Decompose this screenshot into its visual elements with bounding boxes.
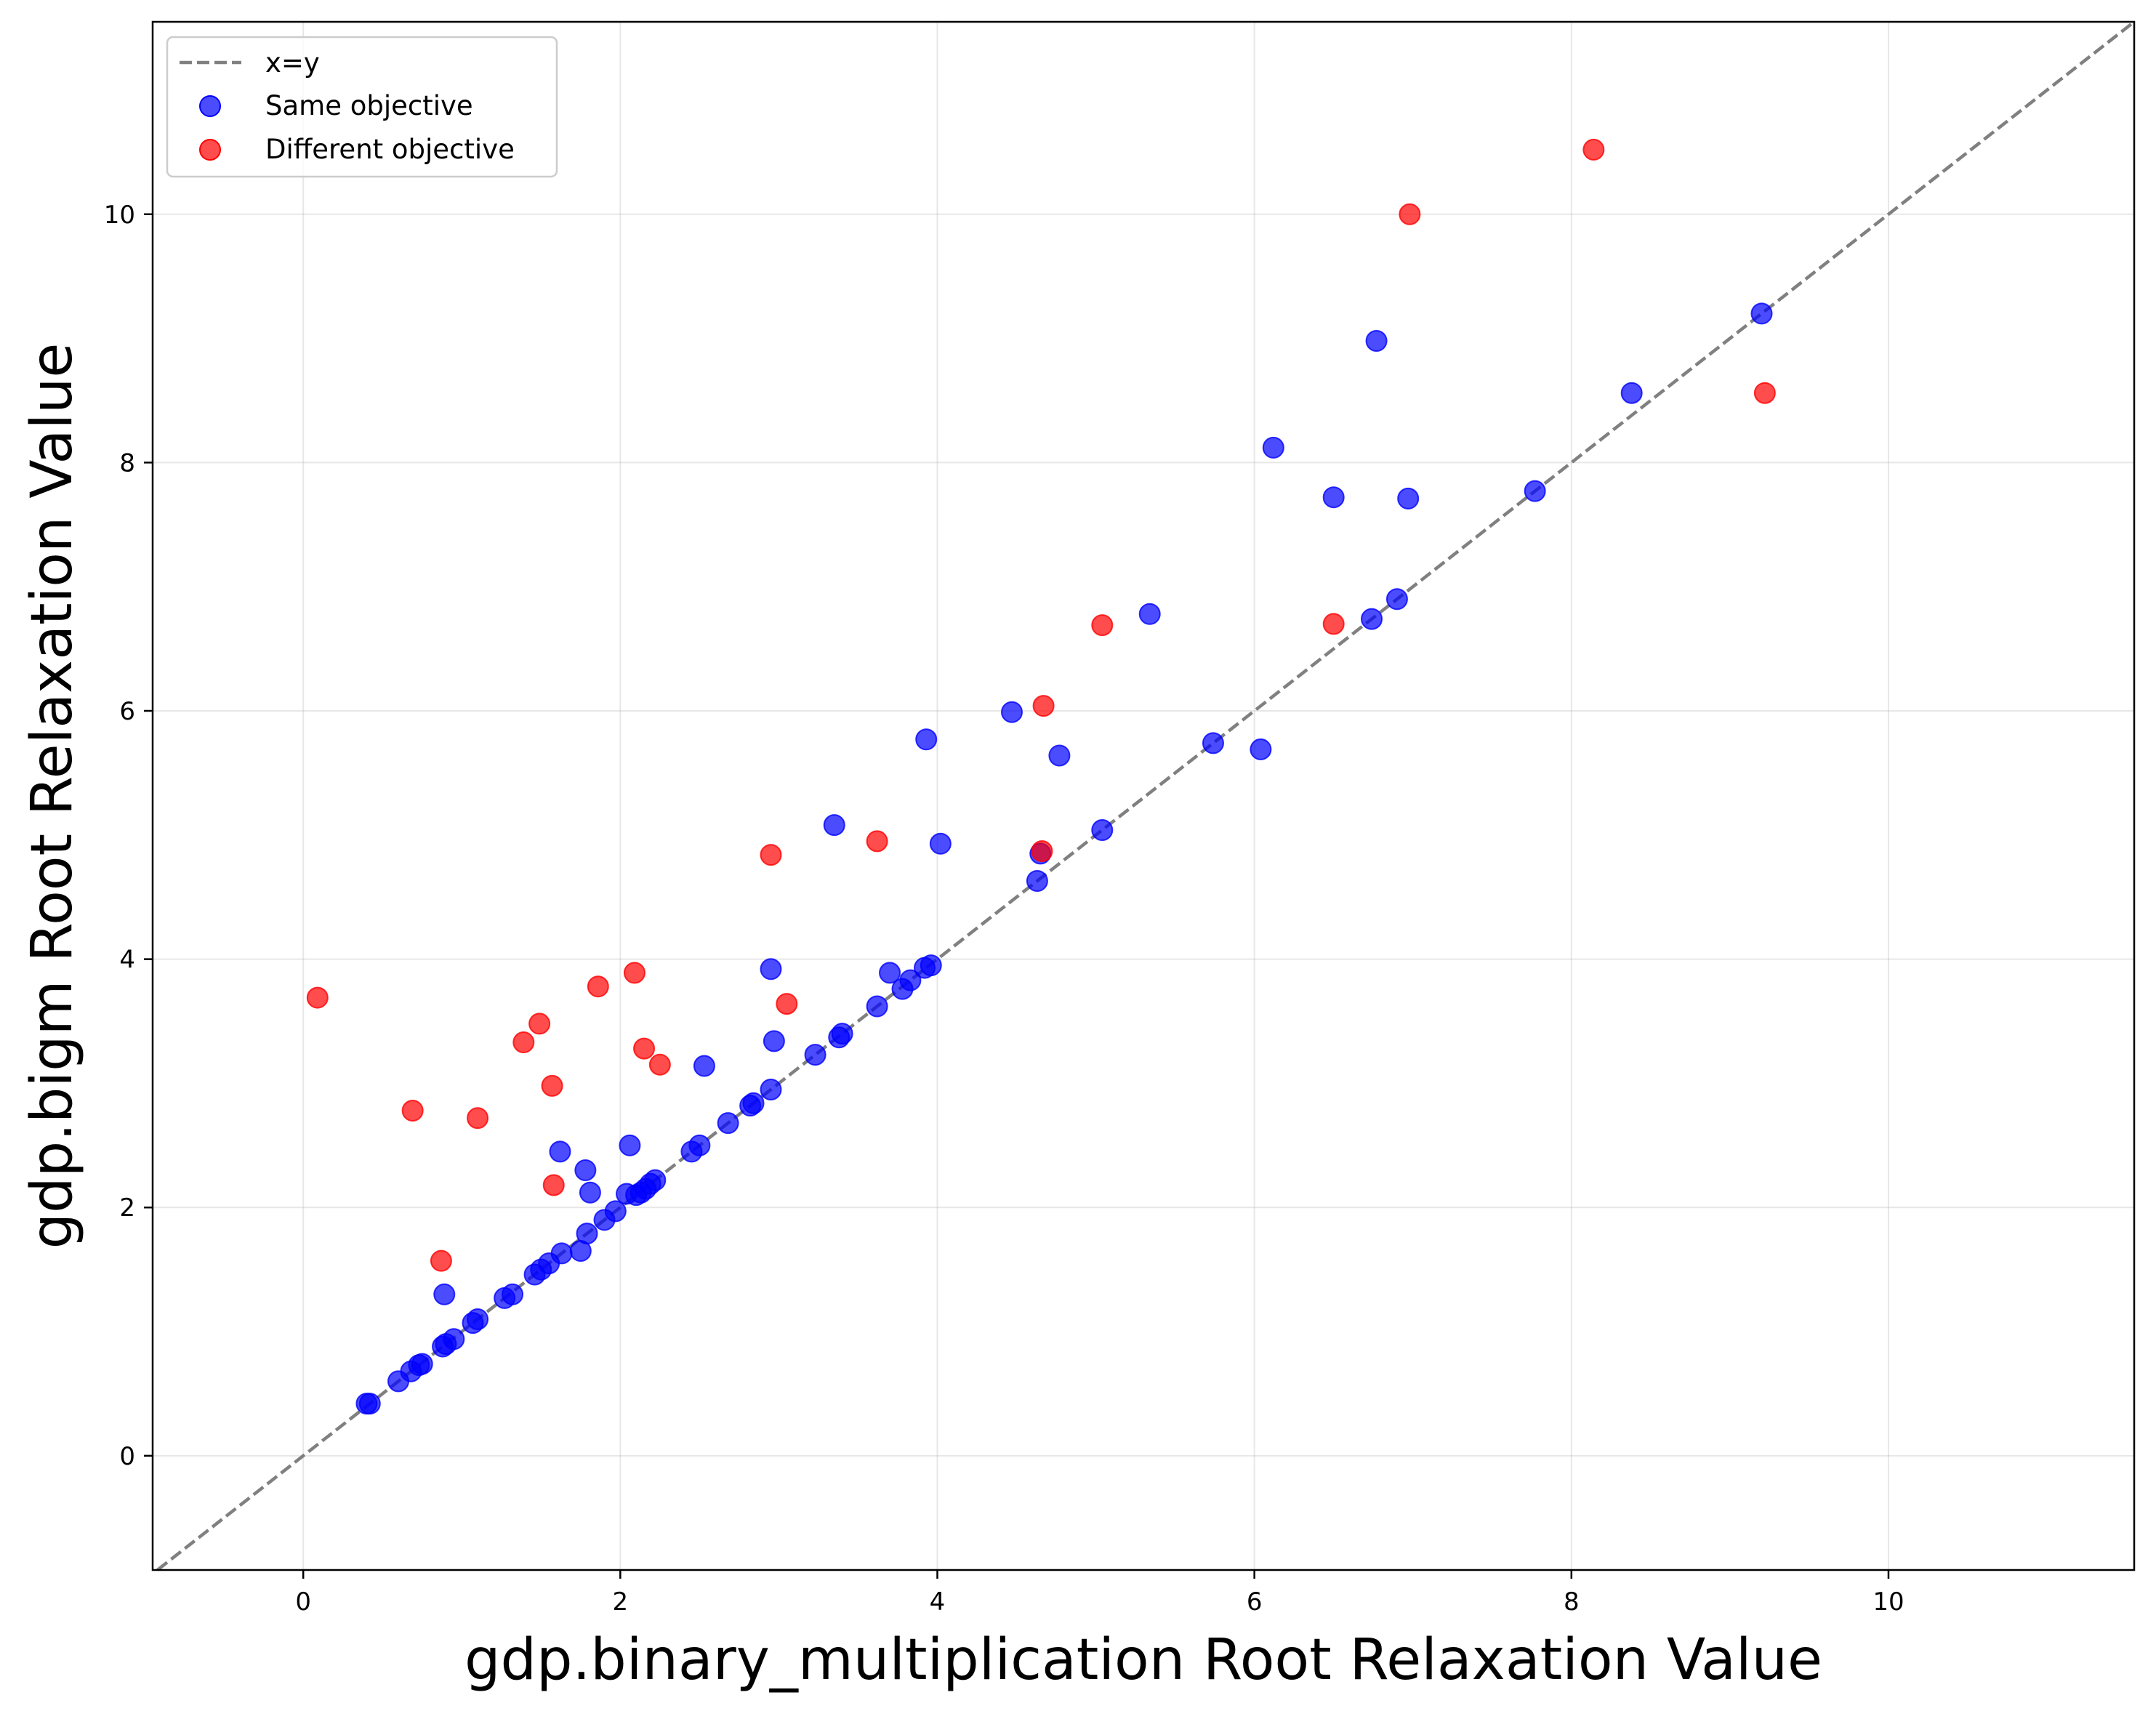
data-point [1000, 701, 1023, 723]
data-point [502, 1283, 524, 1305]
data-point [760, 1078, 782, 1100]
data-point [587, 975, 609, 998]
data-point [1262, 436, 1284, 459]
y-tick-label: 4 [119, 946, 135, 975]
y-axis-ticks: 0 2 4 6 8 10 [104, 201, 153, 1471]
data-point [550, 1242, 573, 1265]
legend-label-different: Different objective [265, 134, 515, 165]
data-point [1397, 487, 1420, 510]
data-point [866, 830, 888, 853]
data-point [1361, 608, 1383, 630]
legend-label-same: Same objective [265, 90, 473, 121]
data-point [1048, 744, 1071, 767]
data-point [920, 954, 942, 977]
y-axis-title: gdp.bigm Root Relaxation Value [20, 343, 85, 1249]
legend-box [166, 36, 558, 178]
data-point [1399, 203, 1421, 225]
data-point [760, 844, 782, 866]
x-tick-label: 6 [1247, 1587, 1263, 1617]
legend-marker-different [199, 139, 221, 161]
data-point [430, 1249, 452, 1272]
legend: x=y Same objective Different objective [166, 36, 558, 178]
y-tick-label: 6 [119, 697, 135, 726]
data-point [1031, 840, 1053, 863]
y-tick-label: 0 [119, 1442, 135, 1471]
data-point [549, 1140, 571, 1163]
x-tick-label: 10 [1873, 1587, 1904, 1617]
data-point [929, 832, 952, 855]
data-point [576, 1223, 598, 1245]
data-point [619, 1134, 641, 1156]
data-point [1620, 382, 1643, 404]
data-point [763, 1030, 785, 1052]
data-point [1250, 738, 1272, 760]
data-point [1753, 382, 1776, 404]
data-point [688, 1134, 711, 1156]
data-point [693, 1055, 715, 1077]
data-point [760, 958, 782, 981]
grid-lines [153, 22, 2134, 1570]
data-point [433, 1283, 456, 1305]
legend-marker-same [199, 95, 221, 117]
data-point [411, 1353, 433, 1375]
data-point [633, 1037, 656, 1060]
data-point [1322, 613, 1345, 635]
data-point [1322, 486, 1345, 509]
data-point [804, 1044, 826, 1066]
data-point [742, 1092, 765, 1114]
data-point [1365, 329, 1388, 352]
x-tick-label: 0 [295, 1587, 311, 1617]
series-different-objective [306, 138, 1776, 1272]
data-point [915, 728, 938, 751]
data-point [866, 995, 888, 1018]
plot-frame [151, 20, 2136, 1571]
x-axis-title: gdp.binary_multiplication Root Relaxatio… [464, 1627, 1822, 1693]
x-tick-label: 4 [930, 1587, 946, 1617]
data-point [1032, 695, 1055, 717]
data-point [542, 1174, 565, 1196]
y-tick-label: 10 [104, 201, 135, 230]
y-tick-label: 8 [119, 448, 135, 478]
legend-label-reference: x=y [265, 47, 320, 78]
data-point [644, 1169, 667, 1191]
data-point [443, 1328, 465, 1350]
data-point [306, 986, 329, 1009]
y-tick-label: 2 [119, 1193, 135, 1223]
data-point [1750, 302, 1773, 325]
data-point [1524, 480, 1546, 502]
data-point [1091, 818, 1114, 841]
x-tick-label: 8 [1564, 1587, 1580, 1617]
data-points [306, 138, 1776, 1415]
data-point [1091, 614, 1114, 637]
series-same-objective [355, 302, 1773, 1415]
data-point [1202, 732, 1224, 754]
data-point [623, 962, 645, 984]
data-point [574, 1159, 597, 1181]
data-point [401, 1100, 424, 1122]
data-point [467, 1308, 489, 1330]
data-point [541, 1074, 563, 1097]
data-point [648, 1053, 671, 1076]
x-axis-ticks: 0 2 4 6 8 10 [295, 1570, 1904, 1617]
data-point [823, 814, 845, 837]
data-point [1385, 588, 1408, 611]
data-point [512, 1031, 535, 1054]
data-point [1582, 138, 1605, 161]
data-point [899, 969, 922, 991]
data-point [1138, 603, 1161, 625]
data-point [717, 1112, 739, 1135]
data-point [467, 1107, 489, 1130]
data-point [579, 1181, 601, 1204]
x-tick-label: 2 [613, 1587, 629, 1617]
data-point [831, 1023, 853, 1045]
data-point [604, 1200, 627, 1223]
data-point [528, 1013, 551, 1035]
data-point [1026, 870, 1048, 893]
data-point [879, 962, 901, 984]
data-point [776, 993, 798, 1015]
data-point [358, 1393, 381, 1415]
